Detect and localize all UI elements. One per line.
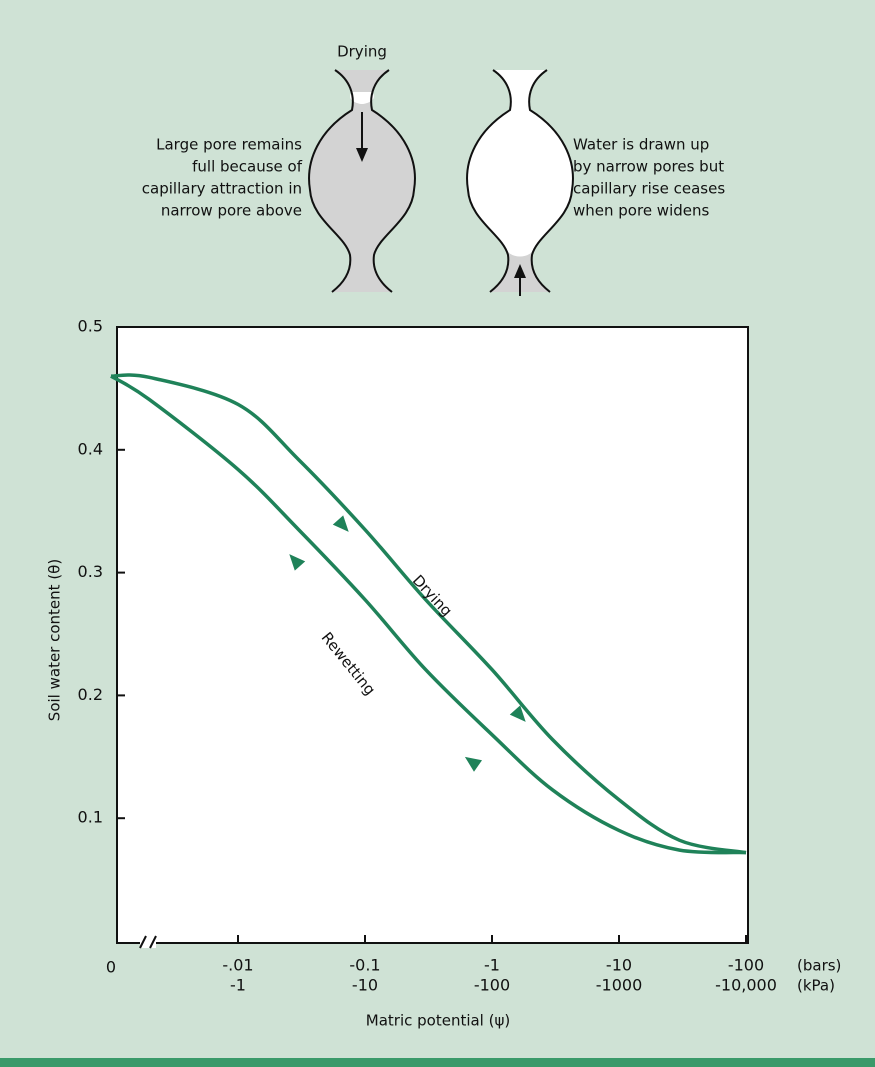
y-tick-label: 0.3 xyxy=(78,562,103,581)
x-tick-label: -0.1 xyxy=(349,956,380,975)
arrowhead xyxy=(509,705,526,722)
arrowhead xyxy=(356,148,368,162)
left-caption: Large pore remains full because of capilla… xyxy=(142,136,303,220)
pore-empty xyxy=(467,70,573,292)
right-caption: Water is drawn up by narrow pores but capi… xyxy=(573,136,725,220)
x2-unit: (kPa) xyxy=(797,977,835,995)
pore-full xyxy=(309,70,415,292)
series-line xyxy=(110,373,747,855)
y-axis-title: Soil water content (θ) xyxy=(46,559,64,721)
x2-tick-label: -1000 xyxy=(596,976,643,995)
arrowhead xyxy=(514,264,526,278)
series-line xyxy=(110,374,747,855)
y-tick-label: 0.4 xyxy=(78,439,103,458)
x2-tick-label: -10,000 xyxy=(715,976,777,995)
pore-outline xyxy=(466,69,574,293)
caption-line: when pore widens xyxy=(573,202,710,220)
x-tick-label: -.01 xyxy=(222,956,253,975)
bottom-strip xyxy=(0,1058,875,1067)
meniscus xyxy=(349,92,375,104)
y-tick-label: 0.2 xyxy=(78,685,103,704)
y-tick-label: 0.1 xyxy=(78,808,103,827)
x-tick-label: 0 xyxy=(106,958,116,977)
diagram-title: Drying xyxy=(337,43,387,61)
caption-line: full because of xyxy=(192,158,303,176)
axis-break xyxy=(139,935,157,949)
pore-outline xyxy=(308,69,416,293)
flow-arrows xyxy=(289,515,526,772)
arrowhead xyxy=(289,554,306,571)
x-tick-label: -10 xyxy=(606,956,632,975)
x2-tick-label: -10 xyxy=(352,976,378,995)
x2-tick-label: -1 xyxy=(230,976,246,995)
plot-area xyxy=(116,326,749,944)
caption-line: by narrow pores but xyxy=(573,158,724,176)
x-unit: (bars) xyxy=(797,957,841,975)
caption-line: Water is drawn up xyxy=(573,136,709,154)
x-axis-title: Matric potential (ψ) xyxy=(366,1012,510,1030)
y-tick-label: 0.5 xyxy=(78,317,103,336)
caption-line: capillary attraction in xyxy=(142,180,302,198)
x-tick-label: -100 xyxy=(728,956,764,975)
caption-line: capillary rise ceases xyxy=(573,180,725,198)
caption-line: narrow pore above xyxy=(161,202,302,220)
arrowhead xyxy=(332,515,349,532)
caption-line: Large pore remains xyxy=(156,136,302,154)
arrowhead xyxy=(464,756,483,772)
x2-tick-label: -100 xyxy=(474,976,510,995)
x-tick-label: -1 xyxy=(484,956,500,975)
